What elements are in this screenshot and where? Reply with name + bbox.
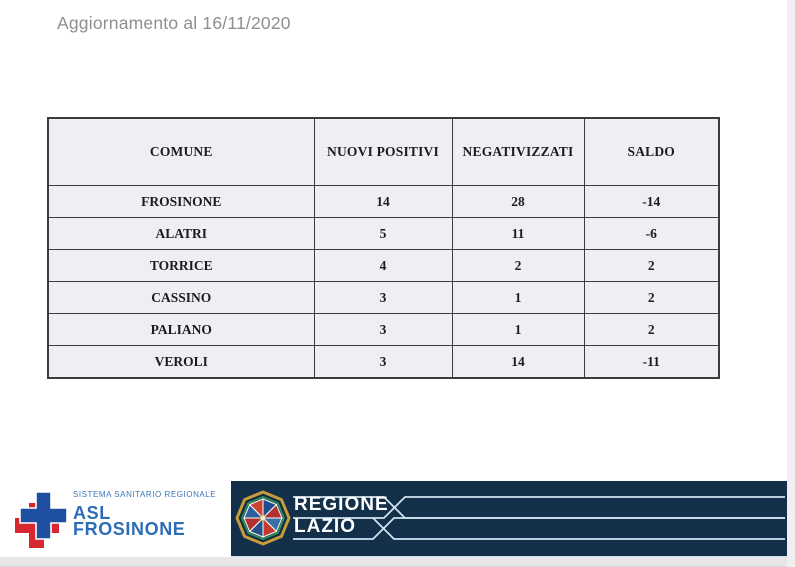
cell-nuovi-positivi: 4 [313,249,453,282]
cell-nuovi-positivi: 14 [313,185,453,218]
viewer-bottom-gutter [0,557,787,567]
table-row: ALATRI 5 11 -6 [47,217,720,250]
table-header-row: COMUNE NUOVI POSITIVI NEGATIVIZZATI SALD… [47,117,720,186]
cell-negativizzati: 28 [451,185,585,218]
lazio-emblem-icon [235,490,291,546]
regione-text-line1: REGIONE [294,494,389,515]
asl-name-line2: FROSINONE [73,519,186,539]
cell-comune: PALIANO [47,313,315,346]
cell-negativizzati: 1 [451,313,585,346]
table-row: FROSINONE 14 28 -14 [47,185,720,218]
cell-comune: TORRICE [47,249,315,282]
header-comune: COMUNE [47,117,315,186]
cell-nuovi-positivi: 3 [313,345,453,379]
cell-nuovi-positivi: 3 [313,313,453,346]
cell-nuovi-positivi: 5 [313,217,453,250]
cell-comune: ALATRI [47,217,315,250]
header-negativizzati: NEGATIVIZZATI [451,117,585,186]
cell-comune: VEROLI [47,345,315,379]
asl-cross-icon [15,491,67,548]
regione-text-line2: LAZIO [294,515,356,537]
cell-saldo: 2 [583,313,720,346]
cell-saldo: -11 [583,345,720,379]
table-row: VEROLI 3 14 -11 [47,345,720,379]
table-row: PALIANO 3 1 2 [47,313,720,346]
cell-negativizzati: 2 [451,249,585,282]
cell-saldo: -14 [583,185,720,218]
covid-table: COMUNE NUOVI POSITIVI NEGATIVIZZATI SALD… [47,117,720,379]
asl-frosinone-logo: SISTEMA SANITARIO REGIONALE ASL FROSINON… [12,486,227,556]
update-title: Aggiornamento al 16/11/2020 [57,13,291,33]
cell-comune: CASSINO [47,281,315,314]
cell-negativizzati: 1 [451,281,585,314]
cell-nuovi-positivi: 3 [313,281,453,314]
cell-negativizzati: 11 [451,217,585,250]
cell-comune: FROSINONE [47,185,315,218]
regione-lazio-banner: REGIONE LAZIO [231,481,787,558]
asl-name-line1: ASL [73,503,111,523]
viewer-right-gutter [787,0,795,567]
cell-saldo: 2 [583,281,720,314]
asl-tagline: SISTEMA SANITARIO REGIONALE [73,490,217,499]
table-row: CASSINO 3 1 2 [47,281,720,314]
cell-saldo: -6 [583,217,720,250]
header-nuovi-positivi: NUOVI POSITIVI [313,117,453,186]
cell-saldo: 2 [583,249,720,282]
cell-negativizzati: 14 [451,345,585,379]
header-saldo: SALDO [583,117,720,186]
table-row: TORRICE 4 2 2 [47,249,720,282]
banner-lines [235,490,785,546]
